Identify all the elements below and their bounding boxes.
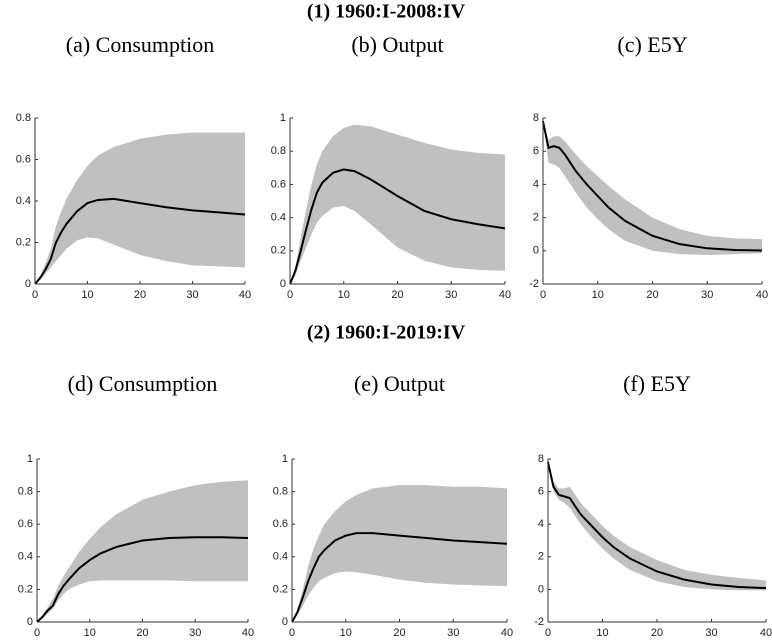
panel-title: (f) E5Y: [623, 371, 691, 396]
x-tick-label: 0: [34, 627, 40, 639]
x-tick-label: 0: [32, 289, 38, 301]
y-tick-label: 0: [538, 583, 544, 595]
y-tick-label: 0.6: [271, 178, 286, 190]
x-tick-label: 0: [545, 627, 551, 639]
x-tick-label: 30: [701, 289, 713, 301]
panel-title: (a) Consumption: [66, 32, 215, 57]
y-tick-label: 0.2: [16, 236, 31, 248]
y-tick-label: 4: [533, 178, 539, 190]
x-tick-label: 40: [501, 627, 513, 639]
y-tick-label: -2: [534, 616, 544, 628]
x-tick-label: 40: [756, 289, 768, 301]
panel-title: (b) Output: [351, 32, 443, 57]
y-tick-label: 0.4: [18, 551, 33, 563]
x-tick-label: 10: [338, 289, 350, 301]
x-tick-label: 10: [592, 289, 604, 301]
x-tick-label: 10: [81, 289, 93, 301]
x-tick-label: 10: [596, 627, 608, 639]
y-tick-label: 6: [538, 486, 544, 498]
y-tick-label: 0.4: [273, 551, 288, 563]
y-tick-label: 8: [533, 112, 539, 124]
x-tick-label: 20: [393, 627, 405, 639]
y-tick-label: 0.8: [271, 145, 286, 157]
panel-title: (d) Consumption: [68, 371, 218, 396]
y-tick-label: 1: [280, 112, 286, 124]
x-tick-label: 30: [447, 627, 459, 639]
confidence-band: [290, 124, 505, 284]
median-line: [547, 462, 767, 590]
x-tick-label: 0: [540, 289, 546, 301]
x-tick-label: 20: [646, 289, 658, 301]
panel-title: (e) Output: [354, 371, 445, 396]
x-tick-label: 30: [186, 289, 198, 301]
x-tick-label: 20: [651, 627, 663, 639]
y-tick-label: 0: [25, 278, 31, 290]
y-tick-label: 2: [538, 551, 544, 563]
section-title: (2) 1960:I-2019:IV: [307, 322, 466, 344]
panel-title: (c) E5Y: [617, 32, 687, 57]
x-tick-label: 40: [242, 627, 254, 639]
y-tick-label: -2: [529, 278, 539, 290]
y-tick-label: 1: [282, 453, 288, 465]
y-tick-label: 6: [533, 145, 539, 157]
y-tick-label: 0.2: [18, 583, 33, 595]
y-tick-label: 0.2: [273, 583, 288, 595]
y-tick-label: 0.6: [18, 518, 33, 530]
y-tick-label: 1: [27, 453, 33, 465]
y-tick-label: 0.8: [18, 486, 33, 498]
x-tick-label: 0: [289, 627, 295, 639]
x-tick-label: 30: [445, 289, 457, 301]
section-title: (1) 1960:I-2008:IV: [307, 1, 466, 23]
x-tick-label: 40: [499, 289, 511, 301]
median-line: [542, 121, 763, 252]
x-tick-label: 30: [189, 627, 201, 639]
y-tick-label: 0.8: [273, 486, 288, 498]
y-tick-label: 0: [27, 616, 33, 628]
y-tick-label: 0: [280, 278, 286, 290]
x-tick-label: 20: [134, 289, 146, 301]
median-line: [36, 536, 249, 623]
y-tick-label: 4: [538, 518, 544, 530]
confidence-band: [35, 132, 245, 284]
y-tick-label: 8: [538, 453, 544, 465]
y-tick-label: 0: [282, 616, 288, 628]
y-tick-label: 0.6: [16, 153, 31, 165]
y-tick-label: 2: [533, 212, 539, 224]
x-tick-label: 10: [340, 627, 352, 639]
y-tick-label: 0.4: [16, 195, 31, 207]
confidence-band: [37, 480, 248, 622]
y-tick-label: 0.4: [271, 212, 286, 224]
x-tick-label: 40: [239, 289, 251, 301]
confidence-band: [292, 485, 507, 622]
x-tick-label: 40: [760, 627, 772, 639]
y-tick-label: 0: [533, 245, 539, 257]
x-tick-label: 20: [136, 627, 148, 639]
median-line: [34, 197, 246, 285]
x-tick-label: 10: [84, 627, 96, 639]
median-line: [291, 532, 508, 623]
x-tick-label: 0: [287, 289, 293, 301]
y-tick-label: 0.8: [16, 112, 31, 124]
y-tick-label: 0.2: [271, 245, 286, 257]
x-tick-label: 20: [391, 289, 403, 301]
y-tick-label: 0.6: [273, 518, 288, 530]
median-line: [289, 168, 506, 285]
x-tick-label: 30: [705, 627, 717, 639]
confidence-band: [543, 121, 762, 255]
